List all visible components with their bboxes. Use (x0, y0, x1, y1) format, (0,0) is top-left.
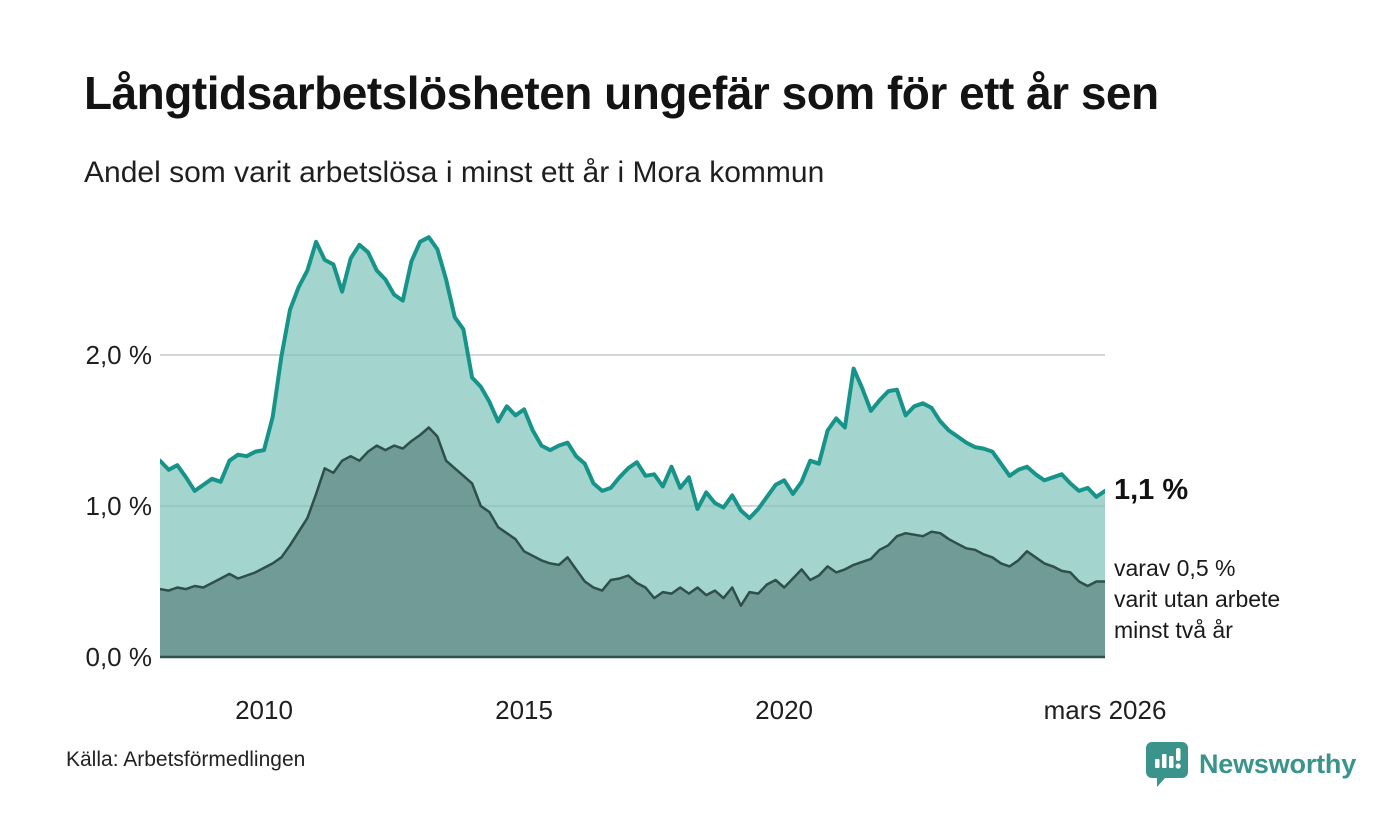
y-tick-label: 0,0 % (85, 642, 153, 672)
brand-name: Newsworthy (1199, 748, 1357, 779)
series-line-two-years (158, 426, 1107, 607)
x-tick-label: 2020 (755, 695, 814, 725)
area-chart (158, 225, 1107, 659)
newsworthy-icon (1146, 742, 1188, 787)
y-axis-labels: 0,0 % 1,0 % 2,0 % (0, 0, 153, 840)
y-tick-label: 1,0 % (85, 491, 153, 521)
x-tick-label: mars 2026 (1043, 695, 1167, 725)
series-area-two-years (160, 427, 1105, 657)
x-tick-label: 2015 (495, 695, 553, 725)
latest-value-label: 1,1 % (1114, 474, 1189, 506)
secondary-label-line3: minst två år (1114, 617, 1233, 643)
y-tick-label: 2,0 % (85, 340, 153, 370)
secondary-label-line1: varav 0,5 % (1114, 555, 1236, 581)
secondary-value-label: varav 0,5 % varit utan arbete minst två … (1114, 553, 1280, 646)
exclamation-bar (1176, 748, 1181, 761)
series-line-one-year (158, 235, 1107, 521)
exclamation-dot (1175, 763, 1181, 769)
brand-logo: Newsworthy (1146, 740, 1356, 788)
x-tick-label: 2010 (235, 695, 293, 725)
page-title: Långtidsarbetslösheten ungefär som för e… (84, 67, 1159, 119)
bar-2 (1162, 754, 1167, 768)
area-chart-svg (158, 235, 1107, 659)
speech-bubble-shape (1146, 742, 1188, 787)
secondary-label-line2: varit utan arbete (1114, 586, 1281, 612)
source-note: Källa: Arbetsförmedlingen (66, 748, 306, 771)
bar-1 (1155, 759, 1160, 768)
page-subtitle: Andel som varit arbetslösa i minst ett å… (84, 156, 825, 189)
bar-3 (1169, 756, 1174, 768)
